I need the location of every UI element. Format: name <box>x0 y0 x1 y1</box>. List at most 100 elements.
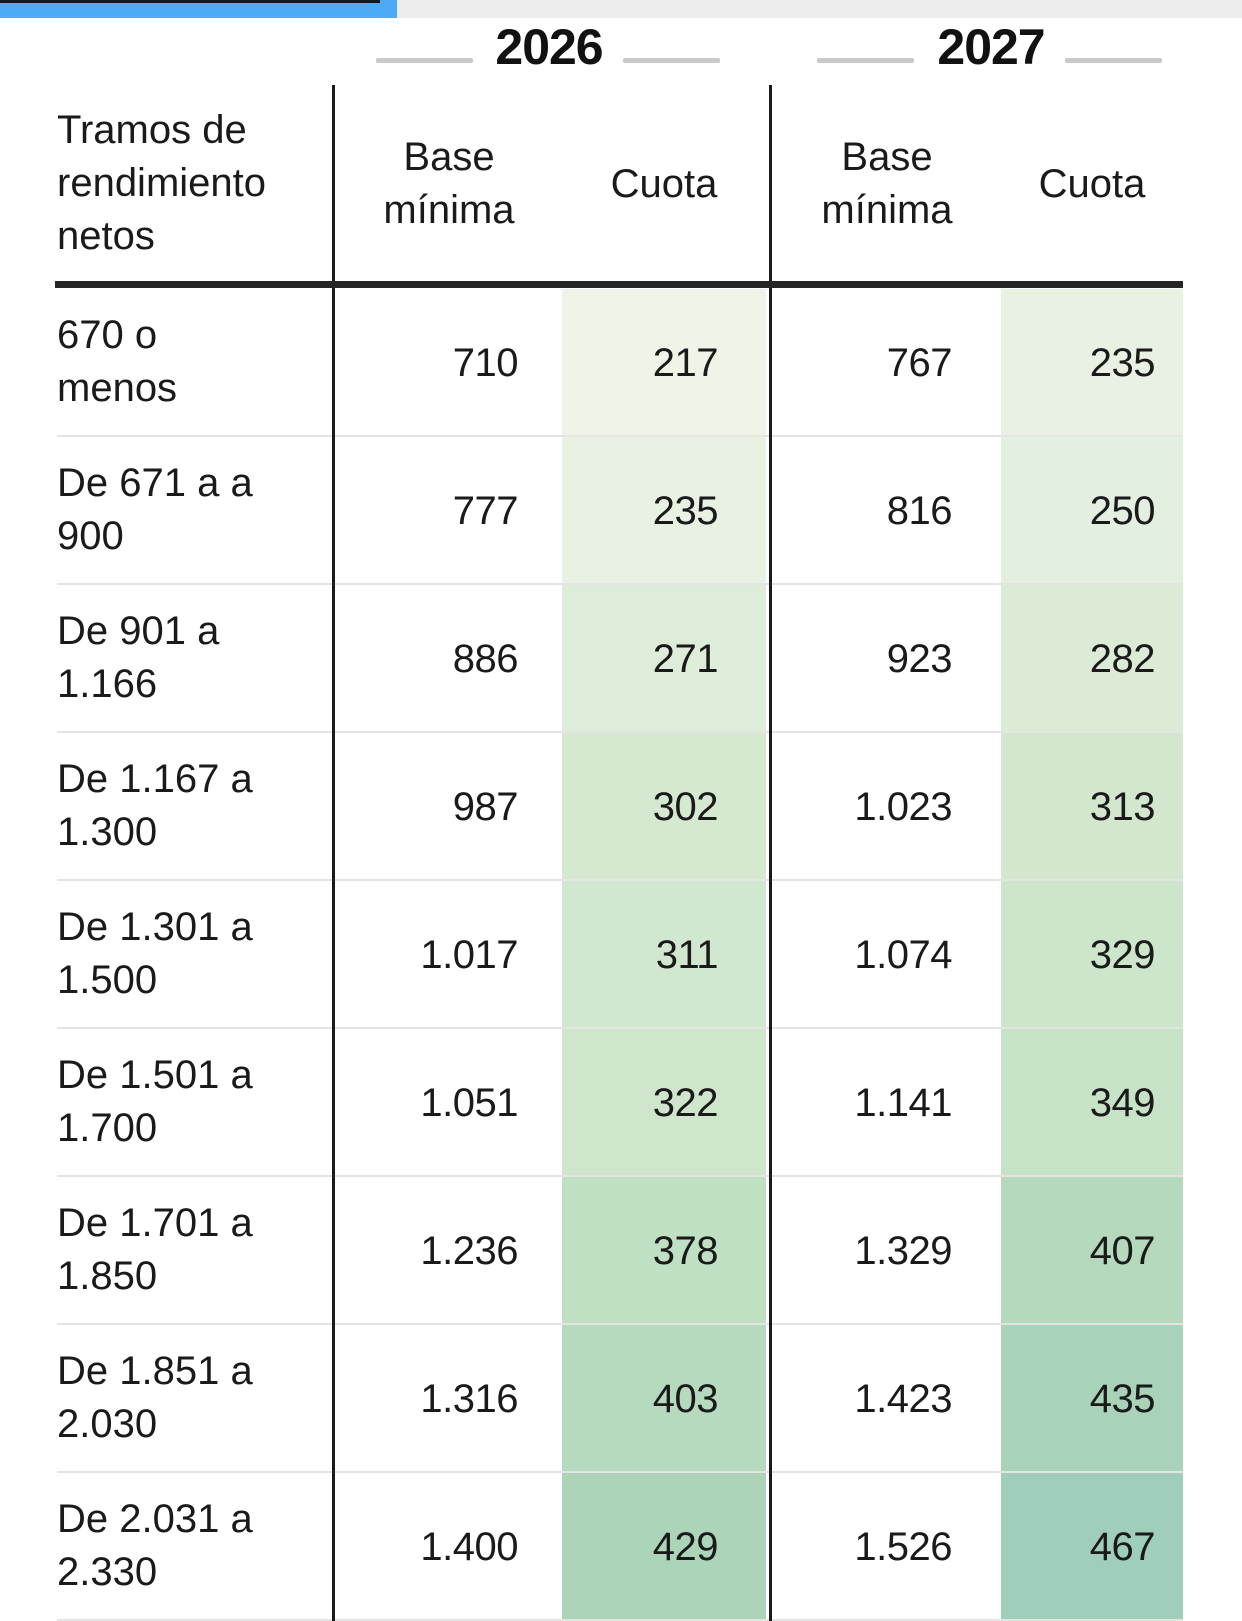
col-header-cuota-2027: Cuota <box>1038 162 1146 206</box>
base-minima-2026-value: 987 <box>452 785 519 829</box>
row-header-line-1: Tramos de <box>57 108 247 152</box>
tramo-label-line-1: 670 o <box>57 313 158 357</box>
cuota-2026-value: 429 <box>652 1525 719 1569</box>
cuota-2026-value: 378 <box>652 1229 719 1273</box>
col-header-base-minima-2026: Base mínima <box>336 131 562 237</box>
row-separator <box>57 1175 1183 1177</box>
cuota-2027-value: 250 <box>1089 489 1156 533</box>
cuota-2027-heat-cell <box>1001 1325 1183 1473</box>
base-minima-2026-value: 1.236 <box>420 1229 518 1273</box>
tramo-label-line-2: 1.700 <box>57 1106 158 1150</box>
tramo-label-line-1: De 1.167 a <box>57 757 253 801</box>
cuota-2027-heat-cell <box>1001 585 1183 733</box>
tramo-label-line-2: 1.500 <box>57 958 158 1002</box>
cuota-2026-heat-cell <box>562 1473 766 1621</box>
cuota-2027-value: 329 <box>1089 933 1156 977</box>
progress-bar-track <box>0 0 1242 18</box>
table-row: De 1.851 a 2.030 1.316 403 1.423 435 <box>0 1325 1242 1473</box>
tramo-label: De 1.851 a 2.030 <box>57 1345 329 1451</box>
base-minima-2027-value: 816 <box>886 489 953 533</box>
tramo-label-line-2: menos <box>57 366 178 410</box>
cuota-2026-value: 403 <box>652 1377 719 1421</box>
tramo-label-line-1: De 2.031 a <box>57 1497 253 1541</box>
cuota-2027-value: 467 <box>1089 1525 1156 1569</box>
cuota-2027-heat-cell <box>1001 1473 1183 1621</box>
col-header-base-line-2: mínima <box>821 188 953 232</box>
table-row: De 1.701 a 1.850 1.236 378 1.329 407 <box>0 1177 1242 1325</box>
column-divider-left <box>332 85 335 1621</box>
cuota-2027-heat-cell <box>1001 1177 1183 1325</box>
cuota-2026-value: 311 <box>655 933 719 977</box>
cuota-2027-heat-cell <box>1001 1029 1183 1177</box>
year-dash-right-2026 <box>623 58 720 63</box>
year-label-2027: 2027 <box>937 19 1045 75</box>
base-minima-2027-value: 1.526 <box>854 1525 952 1569</box>
tramo-label: De 671 a a 900 <box>57 457 329 563</box>
base-minima-2027-value: 923 <box>886 637 953 681</box>
cuota-2026-value: 235 <box>652 489 719 533</box>
table-row: De 901 a 1.166 886 271 923 282 <box>0 585 1242 733</box>
tramo-label-line-2: 2.330 <box>57 1550 158 1594</box>
row-separator <box>57 1323 1183 1325</box>
cuota-2027-heat-cell <box>1001 881 1183 1029</box>
year-label-2026: 2026 <box>495 19 603 75</box>
tramo-label: De 1.167 a 1.300 <box>57 753 329 859</box>
cuota-2026-value: 302 <box>652 785 719 829</box>
cuota-2027-value: 407 <box>1089 1229 1156 1273</box>
cuota-2027-value: 235 <box>1089 341 1156 385</box>
cuota-2026-value: 322 <box>652 1081 719 1125</box>
cuota-2026-heat-cell <box>562 437 766 585</box>
base-minima-2027-value: 767 <box>886 341 953 385</box>
row-separator <box>57 1619 1183 1621</box>
col-header-base-line-1: Base <box>841 135 933 179</box>
tramo-label-line-2: 900 <box>57 514 124 558</box>
base-minima-2026-value: 886 <box>452 637 519 681</box>
row-separator <box>57 1471 1183 1473</box>
cuota-2026-value: 217 <box>652 341 719 385</box>
base-minima-2026-value: 1.017 <box>420 933 518 977</box>
tramo-label-line-1: De 1.701 a <box>57 1201 253 1245</box>
tramo-label-line-2: 1.850 <box>57 1254 158 1298</box>
table-row: De 1.501 a 1.700 1.051 322 1.141 349 <box>0 1029 1242 1177</box>
col-header-base-line-1: Base <box>403 135 495 179</box>
table-row: De 1.301 a 1.500 1.017 311 1.074 329 <box>0 881 1242 1029</box>
cuota-2026-heat-cell <box>562 733 766 881</box>
cuota-2026-heat-cell <box>562 1325 766 1473</box>
tramo-label-line-2: 2.030 <box>57 1402 158 1446</box>
base-minima-2026-value: 1.316 <box>420 1377 518 1421</box>
tramo-label-line-1: De 901 a <box>57 609 220 653</box>
table-row: 670 o menos 710 217 767 235 <box>0 289 1242 437</box>
base-minima-2026-value: 777 <box>452 489 519 533</box>
tramo-label: De 1.301 a 1.500 <box>57 901 329 1007</box>
row-header-line-2: rendimiento <box>57 161 267 205</box>
base-minima-2027-value: 1.423 <box>854 1377 952 1421</box>
row-separator <box>57 1027 1183 1029</box>
base-minima-2027-value: 1.329 <box>854 1229 952 1273</box>
cuota-2026-value: 271 <box>652 637 719 681</box>
table-row: De 671 a a 900 777 235 816 250 <box>0 437 1242 585</box>
cuota-2026-heat-cell <box>562 1029 766 1177</box>
cuota-2026-heat-cell <box>562 881 766 1029</box>
base-minima-2026-value: 1.051 <box>420 1081 518 1125</box>
cuota-2027-value: 282 <box>1089 637 1156 681</box>
cuota-2027-heat-cell <box>1001 437 1183 585</box>
cuota-2027-heat-cell <box>1001 289 1183 437</box>
tramo-label: De 1.501 a 1.700 <box>57 1049 329 1155</box>
col-header-base-line-2: mínima <box>383 188 515 232</box>
row-header-line-3: netos <box>57 214 155 258</box>
base-minima-2027-value: 1.141 <box>854 1081 952 1125</box>
tramo-label: De 901 a 1.166 <box>57 605 329 711</box>
column-divider-years <box>769 85 772 1621</box>
col-header-cuota-2026: Cuota <box>610 162 718 206</box>
row-separator <box>57 879 1183 881</box>
cuota-2026-heat-cell <box>562 585 766 733</box>
tramo-label-line-1: De 1.501 a <box>57 1053 253 1097</box>
tramo-label: 670 o menos <box>57 309 329 415</box>
cuota-2027-value: 435 <box>1089 1377 1156 1421</box>
table-row: De 2.031 a 2.330 1.400 429 1.526 467 <box>0 1473 1242 1621</box>
year-dash-left-2027 <box>817 58 914 63</box>
col-header-base-minima-2027: Base mínima <box>773 131 1001 237</box>
cuota-2026-heat-cell <box>562 289 766 437</box>
year-dash-left-2026 <box>376 58 473 63</box>
base-minima-2027-value: 1.023 <box>854 785 952 829</box>
